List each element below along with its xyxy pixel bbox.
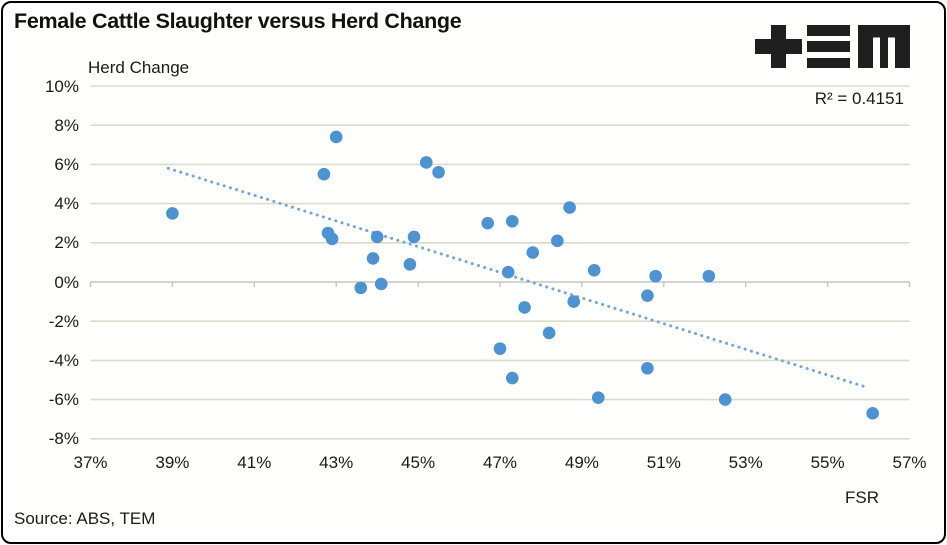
logo-plus-icon — [755, 25, 802, 68]
logo-m-icon — [858, 25, 910, 68]
scatter-point — [641, 289, 654, 303]
trendline — [166, 166, 871, 390]
x-axis-title: FSR — [845, 488, 879, 507]
scatter-point — [166, 207, 179, 220]
x-tick-label: 43% — [319, 453, 354, 472]
x-tick-label: 55% — [810, 453, 845, 472]
scatter-point — [325, 232, 339, 246]
scatter-point — [374, 277, 388, 291]
scatter-point — [403, 258, 417, 271]
scatter-point — [501, 265, 515, 279]
scatter-point — [432, 165, 445, 179]
logo-bars-icon — [807, 25, 850, 68]
scatter-point — [317, 167, 331, 181]
scatter-point — [641, 361, 654, 375]
y-tick-label: 4% — [54, 194, 79, 214]
scatter-point — [481, 216, 495, 230]
x-tick-label: 53% — [728, 453, 763, 472]
scatter-point — [587, 263, 601, 277]
y-axis-title: Herd Change — [88, 58, 190, 77]
scatter-point — [493, 342, 507, 355]
y-tick-label: 6% — [54, 154, 79, 174]
y-tick-label: 10% — [44, 76, 79, 96]
source-note: Source: ABS, TEM — [14, 509, 156, 528]
scatter-point — [329, 130, 343, 144]
scatter-point — [866, 407, 879, 420]
scatter-point — [702, 269, 716, 283]
y-tick-label: -2% — [48, 311, 79, 331]
y-tick-label: 8% — [54, 115, 79, 135]
scatter-point — [718, 393, 732, 406]
scatter-point — [563, 201, 576, 214]
x-tick-label: 37% — [73, 453, 108, 472]
scatter-point — [567, 295, 581, 308]
x-tick-label: 39% — [155, 453, 190, 472]
r-squared-label: R² = 0.4151 — [814, 89, 904, 108]
x-tick-label: 41% — [237, 453, 272, 472]
scatter-point — [542, 326, 556, 340]
scatter-point — [370, 230, 384, 244]
x-tick-label: 49% — [564, 453, 599, 472]
scatter-point — [591, 391, 605, 404]
x-tick-label: 51% — [646, 453, 681, 472]
scatter-point — [354, 281, 368, 295]
y-tick-label: 2% — [54, 233, 79, 253]
scatter-point — [505, 371, 519, 385]
scatter-point — [419, 156, 433, 169]
scatter-point — [407, 230, 421, 244]
y-tick-label: -4% — [48, 350, 79, 370]
chart-title: Female Cattle Slaughter versus Herd Chan… — [14, 9, 462, 33]
y-tick-label: -6% — [48, 390, 79, 410]
scatter-point — [649, 269, 662, 283]
x-tick-label: 47% — [482, 453, 518, 472]
y-tick-label: 0% — [54, 272, 79, 292]
tem-logo — [755, 25, 910, 68]
scatter-point — [526, 246, 540, 259]
x-tick-label: 45% — [401, 453, 436, 472]
x-tick-label: 57% — [892, 453, 927, 472]
scatter-point — [366, 252, 380, 265]
scatter-point — [551, 234, 564, 248]
scatter-point — [518, 301, 531, 314]
scatter-point — [505, 214, 519, 228]
y-tick-label: -8% — [48, 429, 79, 449]
